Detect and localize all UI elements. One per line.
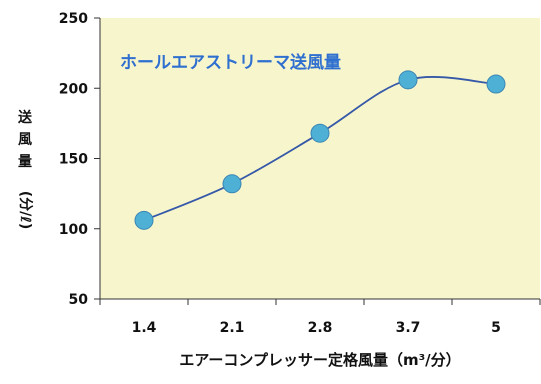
x-tick-label: 5 xyxy=(491,320,501,336)
y-axis-title-unit: (分/ℓ) xyxy=(17,191,33,230)
y-axis-title: 送 風 量 (分/ℓ) xyxy=(17,109,33,229)
plot-area xyxy=(100,18,540,299)
x-tick-label: 3.7 xyxy=(396,320,421,336)
series-layer xyxy=(134,70,506,230)
y-tick-label: 250 xyxy=(59,11,88,27)
x-tick-label: 2.1 xyxy=(220,320,245,336)
y-axis-title-char-1: 送 xyxy=(17,109,33,126)
data-point xyxy=(486,74,506,94)
y-tick-label: 200 xyxy=(59,81,88,97)
x-axis: 1.4 2.1 2.8 3.7 5 xyxy=(99,298,541,336)
data-point xyxy=(134,210,154,230)
x-tick-label: 2.8 xyxy=(308,320,333,336)
data-point xyxy=(398,70,418,90)
y-tick-label: 150 xyxy=(59,152,88,168)
x-axis-title: エアーコンプレッサー定格風量（m³/分） xyxy=(179,351,460,369)
y-axis-title-char-2: 風 xyxy=(18,132,32,148)
data-point xyxy=(310,123,330,143)
y-tick-label: 100 xyxy=(59,222,88,238)
y-axis: 50 100 150 200 250 xyxy=(59,11,101,308)
y-axis-title-char-3: 量 xyxy=(18,154,32,170)
y-tick-label: 50 xyxy=(69,292,89,308)
data-point xyxy=(222,174,242,194)
series-annotation: ホールエアストリーマ送風量 xyxy=(120,52,341,73)
x-tick-label: 1.4 xyxy=(132,320,157,336)
